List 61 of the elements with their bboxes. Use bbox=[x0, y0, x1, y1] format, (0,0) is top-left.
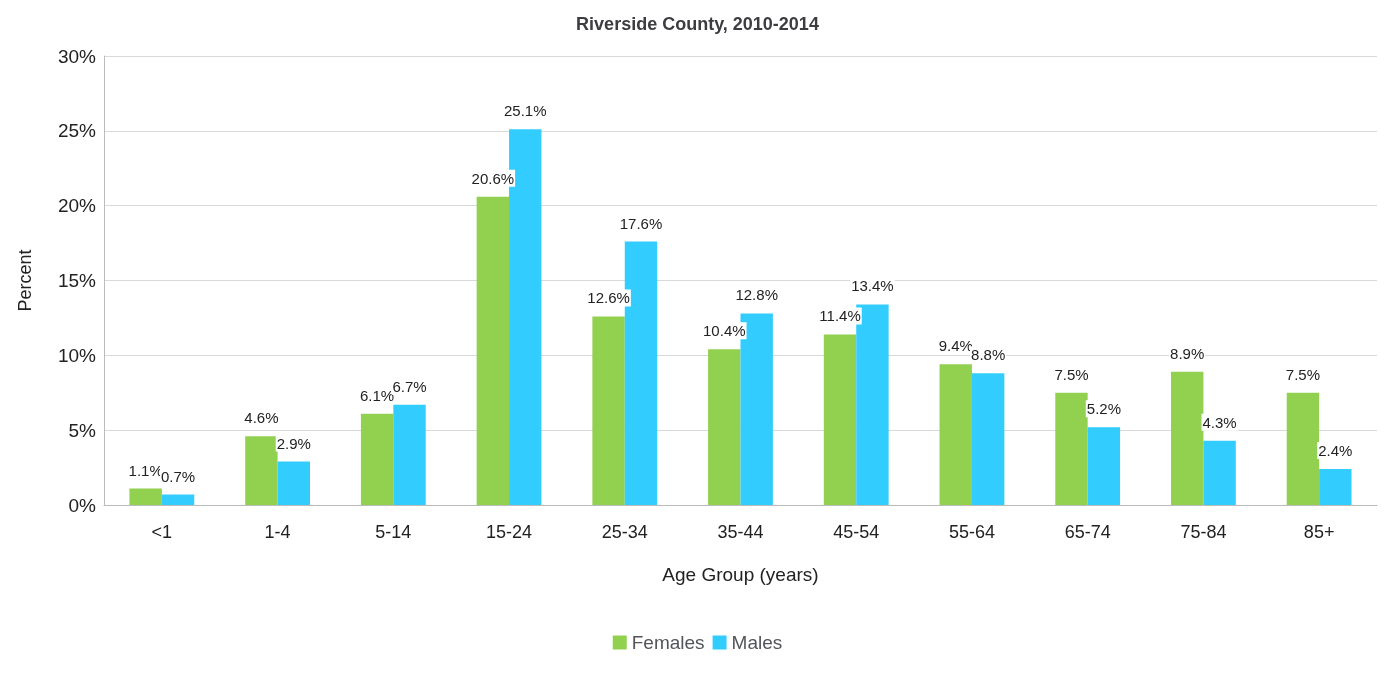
bar bbox=[476, 196, 510, 505]
bar bbox=[1171, 371, 1204, 505]
data-label: 2.4% bbox=[1318, 442, 1353, 460]
data-label: 13.4% bbox=[851, 277, 894, 295]
y-tick-label: 0% bbox=[68, 494, 97, 516]
data-label: 0.7% bbox=[160, 467, 196, 485]
bar bbox=[1203, 440, 1236, 505]
data-label: 11.4% bbox=[819, 307, 861, 325]
x-tick-label: <1 bbox=[151, 522, 173, 542]
y-tick-label: 5% bbox=[68, 419, 97, 441]
bar bbox=[1286, 392, 1320, 505]
data-label: 8.9% bbox=[1170, 344, 1205, 362]
legend-label: Males bbox=[731, 632, 783, 653]
data-label: 8.8% bbox=[971, 346, 1006, 364]
x-tick-label: 55-64 bbox=[948, 522, 995, 542]
y-axis-title: Percent bbox=[15, 249, 35, 312]
bar bbox=[971, 373, 1005, 505]
data-label: 7.5% bbox=[1054, 365, 1089, 383]
x-tick-label: 35-44 bbox=[717, 522, 764, 542]
data-label: 6.7% bbox=[392, 377, 427, 395]
data-label: 9.4% bbox=[938, 337, 973, 355]
x-tick-label: 45-54 bbox=[833, 522, 880, 542]
x-axis-title: Age Group (years) bbox=[662, 564, 819, 585]
data-label: 12.8% bbox=[735, 286, 778, 304]
y-tick-label: 25% bbox=[57, 120, 97, 142]
bar bbox=[823, 334, 857, 505]
legend-label: Females bbox=[631, 632, 705, 653]
y-tick-label: 15% bbox=[57, 270, 97, 291]
chart-title: Riverside County, 2010-2014 bbox=[576, 14, 819, 34]
bar bbox=[939, 364, 972, 505]
bar bbox=[245, 436, 278, 505]
y-tick-label: 10% bbox=[57, 344, 97, 366]
y-tick-label: 20% bbox=[57, 195, 97, 217]
bar bbox=[393, 404, 426, 505]
bar bbox=[1087, 427, 1121, 505]
x-tick-label: 15-24 bbox=[486, 522, 533, 542]
data-label: 2.9% bbox=[276, 434, 311, 452]
data-label: 4.6% bbox=[244, 409, 279, 427]
bar bbox=[592, 316, 625, 505]
bar bbox=[129, 488, 162, 505]
data-label: 5.2% bbox=[1086, 400, 1121, 418]
bar bbox=[1055, 392, 1088, 505]
data-label: 20.6% bbox=[471, 169, 515, 187]
bar bbox=[161, 494, 195, 505]
y-tick-label: 30% bbox=[57, 45, 97, 67]
data-label: 12.6% bbox=[587, 289, 630, 307]
data-label: 4.3% bbox=[1202, 413, 1237, 431]
x-tick-label: 85+ bbox=[1303, 522, 1335, 542]
bar bbox=[360, 413, 394, 505]
x-tick-label: 25-34 bbox=[601, 522, 648, 542]
data-label: 25.1% bbox=[503, 102, 547, 120]
x-tick-label: 5-14 bbox=[375, 522, 412, 542]
x-tick-label: 75-84 bbox=[1180, 522, 1227, 542]
data-label: 10.4% bbox=[703, 322, 746, 340]
x-tick-label: 1-4 bbox=[264, 522, 291, 542]
data-label: 7.5% bbox=[1285, 365, 1321, 383]
x-tick-label: 65-74 bbox=[1064, 522, 1111, 542]
bar bbox=[1319, 469, 1352, 505]
data-label: 17.6% bbox=[619, 214, 663, 232]
bar bbox=[277, 461, 310, 505]
bar bbox=[708, 349, 741, 505]
